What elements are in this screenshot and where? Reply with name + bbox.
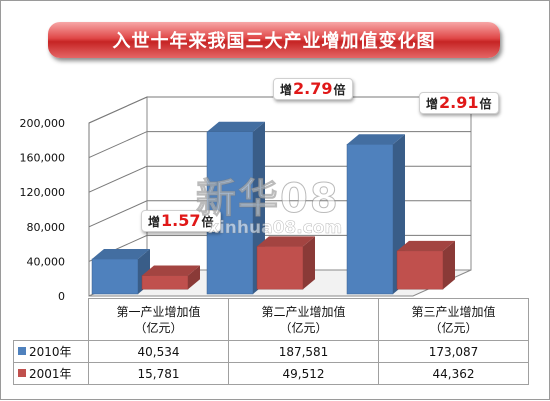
y-tick-label: 200,000 [20, 117, 66, 130]
table-row: 2001年 15,781 49,512 44,362 [13, 362, 529, 385]
y-tick-label: 0 [58, 290, 65, 303]
table-cell: 40,534 [88, 340, 229, 363]
table-cell: 44,362 [378, 362, 529, 385]
bar-side [303, 236, 315, 290]
category-header: 第一产业增加值 （亿元） [88, 298, 229, 341]
legend-label: 2010年 [29, 345, 72, 359]
annot-value: 2.79 [293, 79, 333, 98]
legend-entry-2010: 2010年 [13, 340, 89, 363]
bar-front [141, 275, 189, 290]
y-tick-label: 40,000 [27, 255, 66, 268]
legend-swatch-2010 [18, 347, 26, 355]
bar-front [346, 144, 394, 295]
legend-label: 2001年 [29, 367, 72, 381]
annot-prefix: 增 [426, 97, 439, 111]
annot-suffix: 倍 [333, 83, 346, 97]
data-table-corner [13, 298, 89, 341]
y-tick-label: 120,000 [20, 186, 66, 199]
chart-title: 入世十年来我国三大产业增加值变化图 [48, 22, 500, 58]
bar-top [397, 240, 455, 251]
annot-prefix: 增 [148, 215, 161, 229]
category-header: 第二产业增加值 （亿元） [228, 298, 379, 341]
data-table: 第一产业增加值 （亿元） 第二产业增加值 （亿元） 第三产业增加值 （亿元） 2010… [13, 298, 529, 385]
bar-front [396, 250, 444, 290]
bar-side [188, 265, 200, 290]
table-row: 2010年 40,534 187,581 173,087 [13, 340, 529, 363]
table-cell: 187,581 [228, 340, 379, 363]
bar-top [207, 121, 265, 132]
legend-swatch-2001 [18, 369, 26, 377]
gridline [88, 131, 471, 159]
gridline [88, 96, 471, 124]
bar-top [257, 236, 315, 247]
bar-front [256, 246, 304, 290]
y-tick-label: 80,000 [27, 221, 66, 234]
growth-annotation-secondary: 增 2.79 倍 [273, 78, 353, 100]
y-tick-label: 160,000 [20, 152, 66, 165]
table-cell: 49,512 [228, 362, 379, 385]
annot-value: 1.57 [161, 211, 201, 230]
annot-suffix: 倍 [479, 97, 492, 111]
bar-top [347, 134, 405, 145]
category-header: 第三产业增加值 （亿元） [378, 298, 529, 341]
table-cell: 15,781 [88, 362, 229, 385]
table-cell: 173,087 [378, 340, 529, 363]
data-table-header-row: 第一产业增加值 （亿元） 第二产业增加值 （亿元） 第三产业增加值 （亿元） [13, 298, 529, 341]
bar-top [92, 248, 150, 259]
annot-value: 2.91 [439, 93, 479, 112]
bar-top [142, 265, 200, 276]
annot-prefix: 增 [280, 83, 293, 97]
growth-annotation-tertiary: 增 2.91 倍 [419, 92, 499, 114]
growth-annotation-primary: 增 1.57 倍 [141, 210, 221, 232]
annot-suffix: 倍 [201, 215, 214, 229]
legend-entry-2001: 2001年 [13, 362, 89, 385]
bar-front [91, 258, 139, 295]
bar-side [443, 240, 455, 290]
